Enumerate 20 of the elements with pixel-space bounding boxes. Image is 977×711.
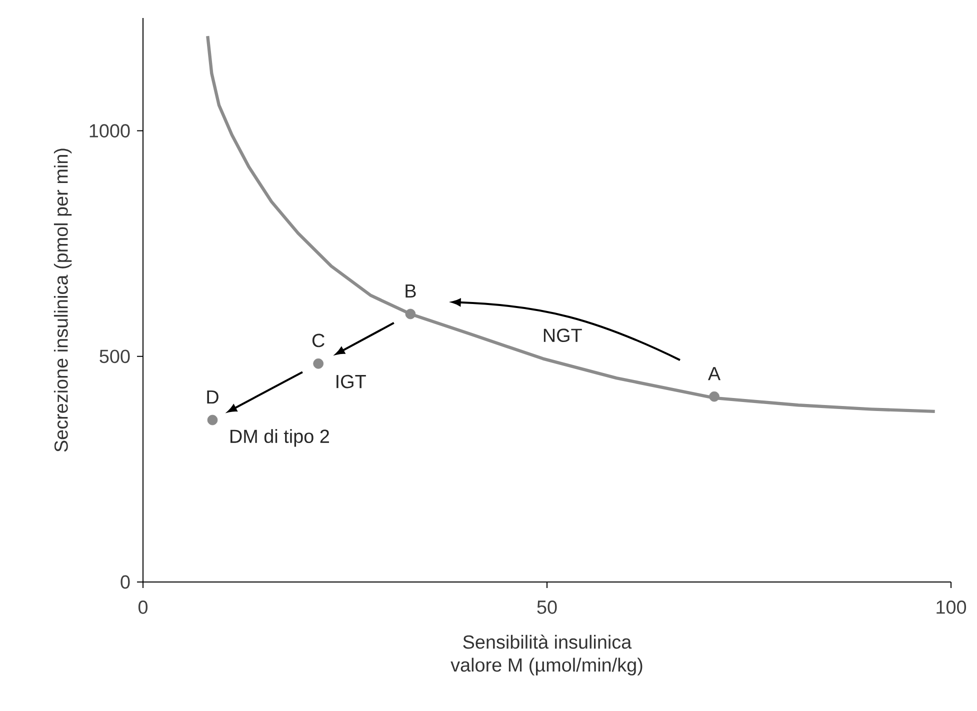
point [207, 414, 218, 426]
x-tick-label: 0 [138, 600, 148, 614]
annotation: D [207, 390, 218, 404]
point [405, 308, 416, 320]
annotation: DM di tipo 2 [230, 429, 329, 447]
annotation: NGT [544, 328, 582, 342]
point [313, 358, 324, 369]
x-tick-label: 100 [936, 600, 966, 614]
point [709, 391, 720, 402]
x-tick-label: 50 [537, 600, 557, 614]
x-axis-title: Sensibilità insulinica valore M (µmol/min/kg) [450, 634, 642, 676]
y-tick-label: 0 [120, 575, 130, 589]
line-series [206, 34, 936, 414]
annotation: A [708, 367, 721, 380]
y-tick-label: 1000 [90, 124, 130, 138]
annotation: IGT [336, 374, 366, 388]
annotation: B [406, 284, 416, 298]
annotation: C [312, 334, 324, 348]
y-axis-title: Secrezione insulinica (pmol per min) [54, 148, 72, 452]
y-tick-label: 500 [100, 350, 130, 364]
